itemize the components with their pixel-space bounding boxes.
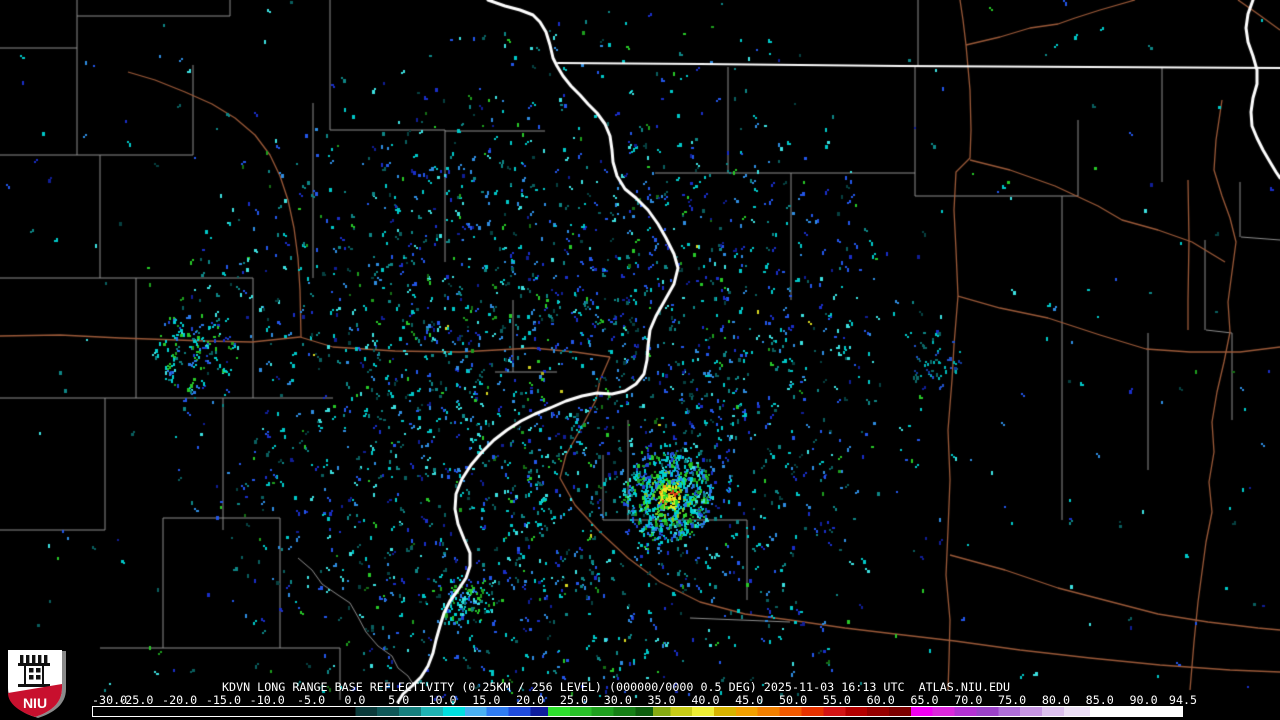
- niu-logo-text: NIU: [23, 695, 47, 711]
- niu-logo: NIU: [8, 650, 66, 718]
- niu-red-band: [8, 684, 62, 717]
- castle-icon: [18, 655, 50, 687]
